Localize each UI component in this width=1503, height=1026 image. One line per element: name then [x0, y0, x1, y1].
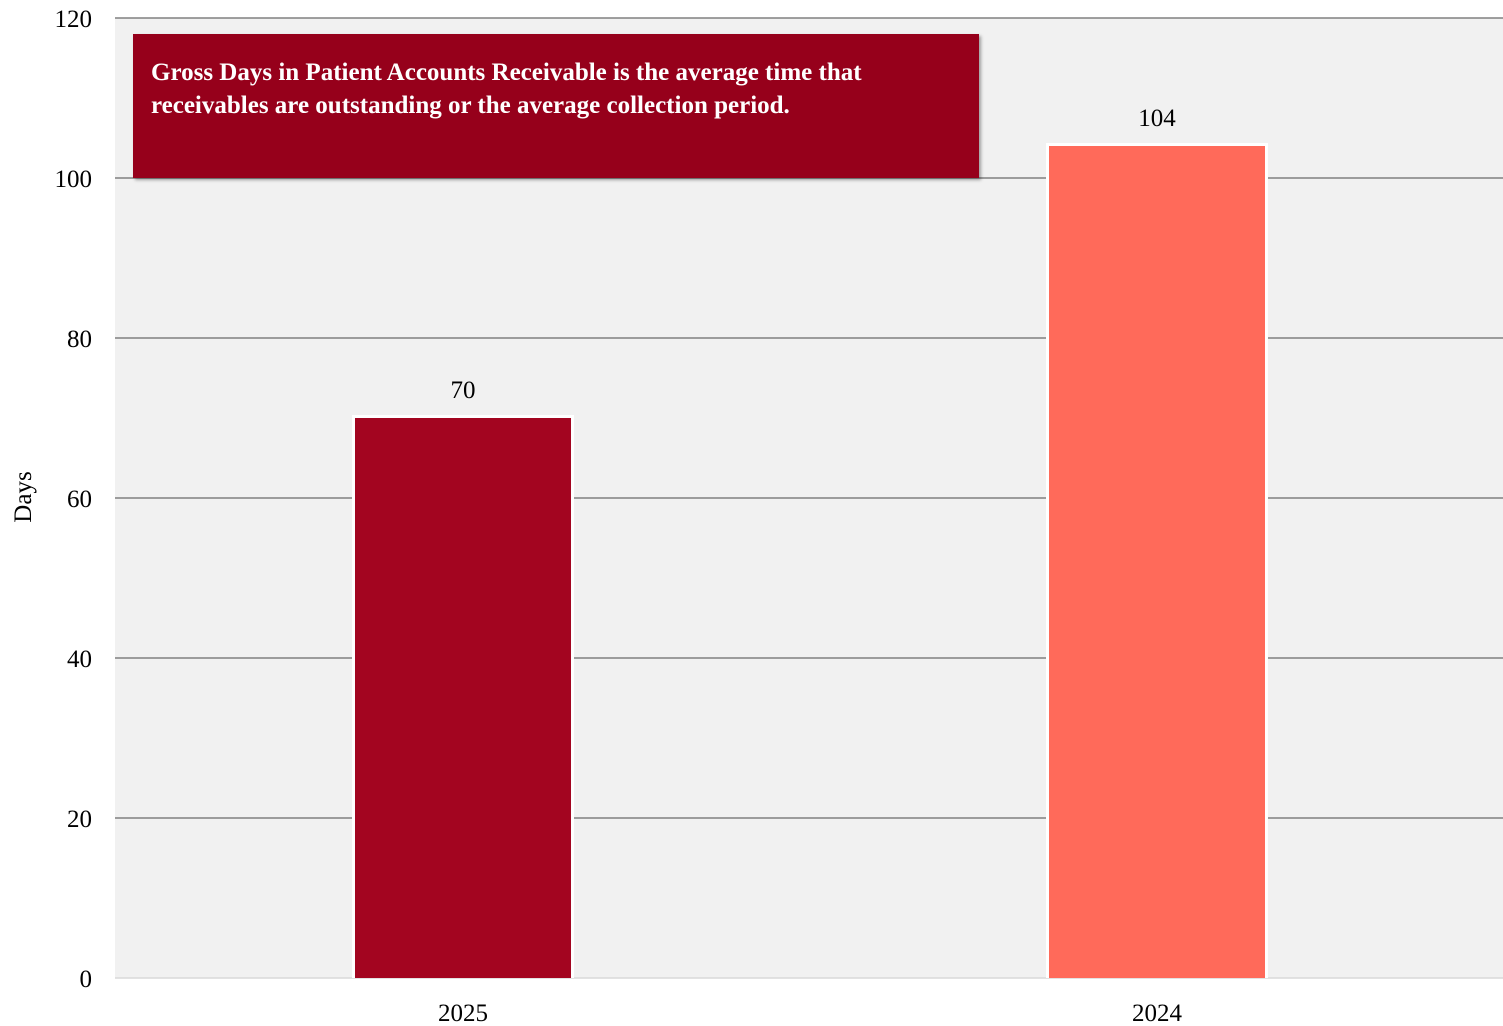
value-labels: 70 104: [451, 105, 1177, 404]
y-tick-label: 80: [67, 326, 92, 353]
bars: [352, 143, 1268, 978]
value-label-2024: 104: [1138, 105, 1176, 132]
y-tick-labels: 0 20 40 60 80 100 120: [55, 6, 93, 993]
y-tick-label: 40: [67, 646, 92, 673]
y-tick-label: 20: [67, 806, 92, 833]
y-tick-label: 100: [55, 166, 93, 193]
annotation-callout: Gross Days in Patient Accounts Receivabl…: [133, 34, 979, 178]
value-label-2025: 70: [451, 377, 476, 404]
y-tick-label: 0: [80, 966, 93, 993]
x-tick-label-2024: 2024: [1132, 1000, 1183, 1026]
y-tick-label: 120: [55, 6, 93, 33]
bar-2024: [1049, 146, 1265, 978]
gridlines: [115, 17, 1503, 979]
x-tick-labels: 2025 2024: [438, 1000, 1183, 1026]
y-axis-title: Days: [10, 471, 37, 522]
y-tick-label: 60: [67, 486, 92, 513]
annotation-text: Gross Days in Patient Accounts Receivabl…: [151, 59, 862, 119]
bar-2025: [355, 418, 571, 978]
x-tick-label-2025: 2025: [438, 1000, 488, 1026]
